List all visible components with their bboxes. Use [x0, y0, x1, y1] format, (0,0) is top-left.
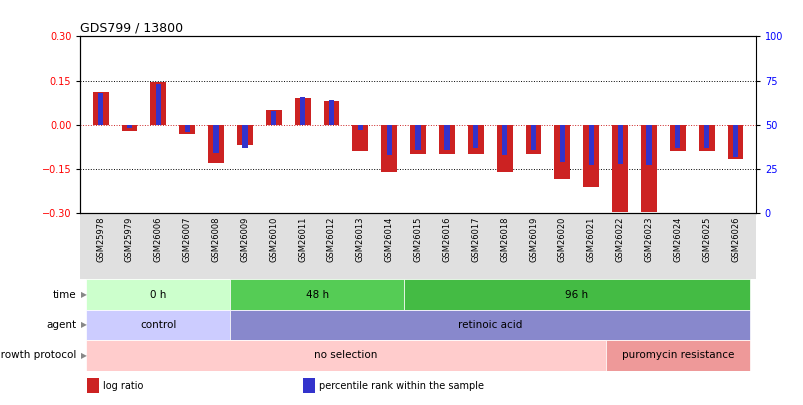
Bar — [92, 92, 108, 125]
Bar — [403, 279, 749, 310]
Bar — [237, 125, 252, 145]
Bar — [473, 125, 478, 148]
Text: time: time — [53, 290, 76, 300]
Bar — [732, 125, 737, 157]
Bar — [669, 125, 685, 151]
Bar — [303, 378, 315, 393]
Bar — [328, 100, 334, 125]
Bar — [230, 279, 403, 310]
Text: GSM26009: GSM26009 — [240, 217, 249, 262]
Text: GSM26024: GSM26024 — [672, 217, 682, 262]
Text: GSM26016: GSM26016 — [442, 217, 450, 262]
Bar — [179, 125, 195, 134]
Text: GSM26006: GSM26006 — [153, 217, 163, 262]
Bar — [646, 125, 650, 166]
Bar — [588, 125, 593, 166]
Bar — [127, 125, 132, 128]
Bar — [386, 125, 391, 155]
Bar — [501, 125, 507, 155]
Text: GSM26014: GSM26014 — [385, 217, 393, 262]
Text: GSM26018: GSM26018 — [499, 217, 508, 262]
Bar — [559, 125, 565, 162]
Text: ▶: ▶ — [81, 320, 87, 330]
Bar — [357, 125, 362, 130]
Text: ▶: ▶ — [81, 290, 87, 299]
Bar — [185, 125, 190, 132]
Text: GSM26023: GSM26023 — [644, 217, 653, 262]
Bar — [271, 111, 276, 125]
Text: GSM26020: GSM26020 — [557, 217, 566, 262]
Bar — [300, 96, 305, 125]
Bar — [554, 125, 569, 179]
Bar — [86, 340, 605, 371]
Bar — [150, 82, 166, 125]
Bar — [242, 125, 247, 148]
Bar — [87, 378, 100, 393]
Bar — [467, 125, 483, 154]
Text: percentile rank within the sample: percentile rank within the sample — [319, 381, 484, 391]
Bar — [698, 125, 714, 151]
Text: GSM26021: GSM26021 — [586, 217, 595, 262]
Bar — [381, 125, 397, 172]
Text: 96 h: 96 h — [565, 290, 588, 300]
Text: puromycin resistance: puromycin resistance — [621, 350, 733, 360]
Text: retinoic acid: retinoic acid — [458, 320, 522, 330]
Text: 0 h: 0 h — [150, 290, 166, 300]
Bar — [444, 125, 449, 149]
Bar — [611, 125, 627, 212]
Text: GSM25978: GSM25978 — [96, 217, 105, 262]
Bar — [410, 125, 426, 154]
Bar — [213, 125, 218, 153]
Bar — [703, 125, 708, 148]
Text: GSM26025: GSM26025 — [701, 217, 711, 262]
Bar — [156, 84, 161, 125]
Text: log ratio: log ratio — [104, 381, 144, 391]
Bar — [583, 125, 598, 187]
Text: GSM26019: GSM26019 — [528, 217, 537, 262]
Text: no selection: no selection — [314, 350, 377, 360]
Text: GSM26011: GSM26011 — [298, 217, 307, 262]
Bar — [352, 125, 368, 151]
Bar — [530, 125, 536, 149]
Bar — [86, 310, 230, 340]
Bar — [86, 279, 230, 310]
Bar — [295, 98, 310, 125]
Bar — [266, 110, 281, 125]
Bar — [617, 125, 622, 164]
Text: GSM26012: GSM26012 — [327, 217, 336, 262]
Text: GSM26008: GSM26008 — [211, 217, 220, 262]
Bar — [121, 125, 137, 131]
Text: ▶: ▶ — [81, 351, 87, 360]
Text: GSM26007: GSM26007 — [182, 217, 191, 262]
Bar — [98, 93, 103, 125]
Bar — [496, 125, 512, 172]
Bar — [605, 340, 749, 371]
Text: GSM26010: GSM26010 — [269, 217, 278, 262]
Text: agent: agent — [47, 320, 76, 330]
Bar — [525, 125, 540, 154]
Text: GSM26022: GSM26022 — [615, 217, 624, 262]
Text: GSM26015: GSM26015 — [413, 217, 422, 262]
Text: GSM25979: GSM25979 — [124, 217, 134, 262]
Bar — [675, 125, 679, 148]
Bar — [208, 125, 224, 163]
Bar — [415, 125, 420, 149]
Bar — [230, 310, 749, 340]
Text: 48 h: 48 h — [305, 290, 328, 300]
Text: GDS799 / 13800: GDS799 / 13800 — [80, 21, 183, 34]
Bar — [727, 125, 743, 159]
Text: GSM26017: GSM26017 — [471, 217, 479, 262]
Text: growth protocol: growth protocol — [0, 350, 76, 360]
Bar — [438, 125, 454, 154]
Bar — [640, 125, 656, 212]
Bar — [323, 101, 339, 125]
Text: GSM26013: GSM26013 — [356, 217, 365, 262]
Text: control: control — [140, 320, 177, 330]
Text: GSM26026: GSM26026 — [730, 217, 739, 262]
